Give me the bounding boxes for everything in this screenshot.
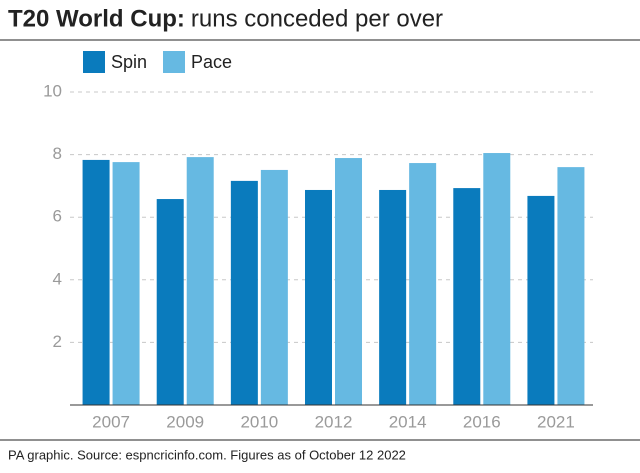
bar <box>260 169 288 405</box>
x-tick-label: 2016 <box>463 412 501 431</box>
legend-swatch <box>83 51 105 73</box>
bar <box>453 188 481 405</box>
bar <box>409 163 437 405</box>
bar <box>156 199 184 405</box>
source-note: PA graphic. Source: espncricinfo.com. Fi… <box>8 447 406 462</box>
y-tick-label: 6 <box>53 207 62 226</box>
x-tick-label: 2014 <box>389 412 427 431</box>
bar <box>82 159 110 405</box>
y-tick-label: 2 <box>53 332 62 351</box>
y-tick-label: 4 <box>53 269 62 288</box>
bar <box>230 180 258 405</box>
y-tick-label: 10 <box>43 81 62 100</box>
bar <box>527 195 555 405</box>
bar <box>335 158 362 405</box>
x-tick-label: 2007 <box>92 412 130 431</box>
legend-label: Pace <box>191 52 232 72</box>
bar <box>379 189 407 405</box>
bar <box>483 153 511 405</box>
chart-title: T20 World Cup: <box>8 5 185 32</box>
bar <box>305 189 332 405</box>
y-tick-label: 8 <box>53 144 62 163</box>
bar <box>557 167 585 405</box>
x-tick-label: 2009 <box>166 412 204 431</box>
bar <box>186 157 214 405</box>
bar <box>112 162 140 405</box>
x-tick-label: 2021 <box>537 412 575 431</box>
x-tick-label: 2012 <box>315 412 353 431</box>
x-tick-label: 2010 <box>240 412 278 431</box>
chart-subtitle: runs conceded per over <box>191 5 443 32</box>
legend-swatch <box>163 51 185 73</box>
legend-label: Spin <box>111 52 147 72</box>
